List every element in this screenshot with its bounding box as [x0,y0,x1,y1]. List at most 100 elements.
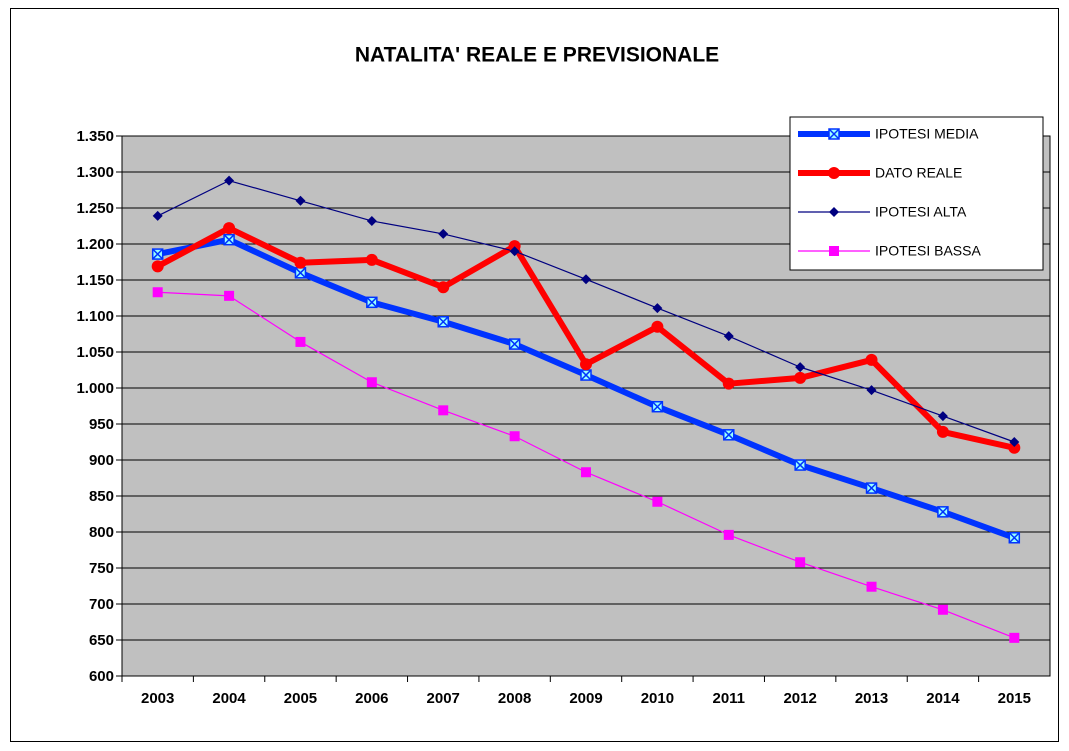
marker [936,425,949,438]
marker [937,411,948,422]
x-tick-label: 2012 [783,690,816,707]
marker [723,529,734,540]
x-tick-label: 2007 [427,690,460,707]
marker [795,557,806,568]
x-tick-label: 2005 [284,690,317,707]
legend-label: IPOTESI ALTA [875,204,967,220]
marker [509,431,520,442]
marker [224,290,235,301]
marker [580,358,592,371]
y-tick-label: 1.150 [76,272,114,289]
marker-cross [437,316,449,328]
marker [828,167,840,179]
y-tick-label: 1.000 [76,380,114,397]
marker [295,336,306,347]
legend-label: DATO REALE [875,165,962,181]
x-tick-label: 2008 [498,690,531,707]
marker [294,256,307,269]
marker [829,207,839,217]
y-tick-label: 1.250 [76,200,114,217]
marker-cross [723,429,735,441]
y-tick-label: 900 [89,452,114,469]
marker [865,482,878,494]
marker [437,281,450,294]
marker [366,296,378,309]
chart-title: NATALITA' REALE E PREVISIONALE [355,44,719,67]
y-tick-label: 850 [89,488,114,505]
marker [438,405,449,416]
marker [722,377,735,390]
marker-cross [866,482,878,494]
legend-label: IPOTESI MEDIA [875,126,979,142]
y-tick-label: 1.100 [76,308,114,325]
marker [581,467,591,478]
marker [580,369,592,381]
marker [651,320,664,333]
marker [223,222,236,235]
marker [828,128,840,140]
marker-cross [794,459,806,471]
y-tick-label: 1.200 [76,236,114,253]
marker [366,215,377,226]
x-tick-label: 2014 [926,690,960,707]
marker-cross [152,248,164,260]
legend-label: IPOTESI BASSA [875,243,981,259]
marker [509,246,520,257]
marker [723,429,735,441]
marker [294,267,307,279]
y-tick-label: 1.300 [76,164,114,181]
marker [152,287,163,298]
marker-cross [294,267,306,279]
y-tick-label: 1.350 [76,128,114,145]
marker [365,253,378,266]
marker [829,246,839,256]
y-tick-label: 600 [89,668,114,685]
marker-cross [937,506,949,518]
marker [866,581,877,592]
y-tick-label: 700 [89,596,114,613]
x-tick-label: 2010 [641,690,674,707]
marker [866,385,877,396]
marker [508,338,521,350]
marker [438,228,449,239]
marker-cross [828,128,840,140]
marker [152,210,163,221]
x-tick-label: 2011 [712,690,745,707]
marker [723,331,734,342]
x-tick-label: 2013 [855,690,888,707]
marker [223,233,235,246]
marker [1008,532,1021,544]
marker [795,362,806,373]
marker [437,316,449,328]
x-tick-label: 2015 [998,690,1031,707]
marker [937,604,948,615]
marker-cross [509,338,521,350]
marker [224,175,235,186]
marker [366,377,377,388]
marker [794,459,806,471]
x-tick-label: 2003 [141,690,174,707]
x-tick-label: 2009 [569,690,602,707]
legend [789,116,1044,271]
marker-cross [580,369,592,381]
marker [151,248,164,260]
marker [1009,437,1020,447]
marker-cross [1008,532,1020,544]
marker [937,506,949,518]
marker [1009,632,1020,643]
x-tick-label: 2006 [355,690,388,707]
marker-cross [651,401,663,413]
marker [1008,441,1021,454]
marker [652,496,663,507]
marker [651,400,664,413]
marker [865,353,878,366]
marker-cross [223,234,235,246]
marker [652,303,663,314]
marker [295,195,306,206]
x-tick-label: 2004 [212,690,246,707]
y-tick-label: 1.050 [76,344,114,361]
y-tick-label: 650 [89,632,114,649]
y-tick-label: 950 [89,416,114,433]
marker [794,371,807,384]
